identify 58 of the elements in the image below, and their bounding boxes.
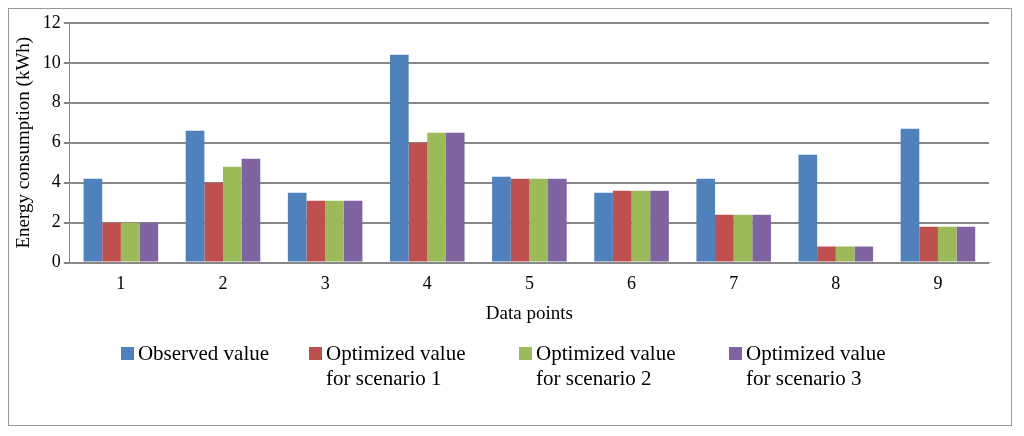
bar bbox=[83, 178, 103, 262]
y-tick-label: 10 bbox=[42, 51, 61, 72]
bar bbox=[696, 178, 716, 262]
x-tick-label: 9 bbox=[933, 273, 943, 294]
y-tick-label: 6 bbox=[51, 131, 61, 152]
x-tick-label: 2 bbox=[218, 273, 228, 294]
bar bbox=[427, 132, 446, 262]
bar bbox=[120, 222, 140, 262]
bar bbox=[835, 246, 855, 262]
y-tick-label: 0 bbox=[51, 251, 61, 272]
bar bbox=[306, 200, 326, 262]
legend-label: Optimized value for scenario 3 bbox=[746, 341, 887, 391]
bar bbox=[798, 154, 818, 262]
bar bbox=[223, 166, 242, 262]
bar bbox=[937, 226, 957, 262]
bar bbox=[241, 158, 261, 262]
bar bbox=[594, 192, 613, 262]
x-tick-label: 6 bbox=[627, 273, 637, 294]
bar bbox=[919, 226, 938, 262]
bar bbox=[752, 214, 771, 262]
bar bbox=[325, 200, 344, 262]
x-tick-label: 4 bbox=[422, 273, 432, 294]
bar bbox=[510, 178, 530, 262]
bar bbox=[612, 190, 632, 262]
bar bbox=[900, 128, 920, 262]
bar bbox=[956, 226, 976, 262]
legend-label: Optimized value for scenario 1 bbox=[326, 341, 467, 391]
y-tick-label: 4 bbox=[51, 171, 61, 192]
x-tick-label: 7 bbox=[729, 273, 739, 294]
bar bbox=[631, 190, 651, 262]
y-tick-label: 2 bbox=[51, 211, 61, 232]
bar bbox=[343, 200, 363, 262]
x-tick-label: 8 bbox=[831, 273, 841, 294]
bar bbox=[817, 246, 836, 262]
x-axis-title: Data points bbox=[485, 301, 573, 323]
bar bbox=[529, 178, 549, 262]
x-tick-label: 5 bbox=[524, 273, 534, 294]
bar bbox=[733, 214, 753, 262]
x-tick-label: 1 bbox=[116, 273, 126, 294]
bar bbox=[445, 132, 465, 262]
y-axis-title: Energy consumption (kWh) bbox=[12, 36, 35, 249]
bar bbox=[204, 182, 223, 262]
bar bbox=[650, 190, 669, 262]
x-tick-label: 3 bbox=[320, 273, 330, 294]
y-tick-label: 12 bbox=[42, 11, 61, 32]
bar bbox=[102, 222, 121, 262]
bar bbox=[548, 178, 567, 262]
legend-label: Optimized value for scenario 2 bbox=[536, 341, 677, 391]
bar bbox=[492, 176, 511, 262]
bar bbox=[389, 54, 409, 262]
legend-label: Observed value bbox=[137, 341, 270, 366]
bar bbox=[185, 130, 205, 262]
bar bbox=[854, 246, 874, 262]
y-tick-label: 8 bbox=[51, 91, 61, 112]
bar bbox=[408, 142, 428, 262]
bar bbox=[715, 214, 734, 262]
bar bbox=[139, 222, 159, 262]
bar bbox=[287, 192, 307, 262]
